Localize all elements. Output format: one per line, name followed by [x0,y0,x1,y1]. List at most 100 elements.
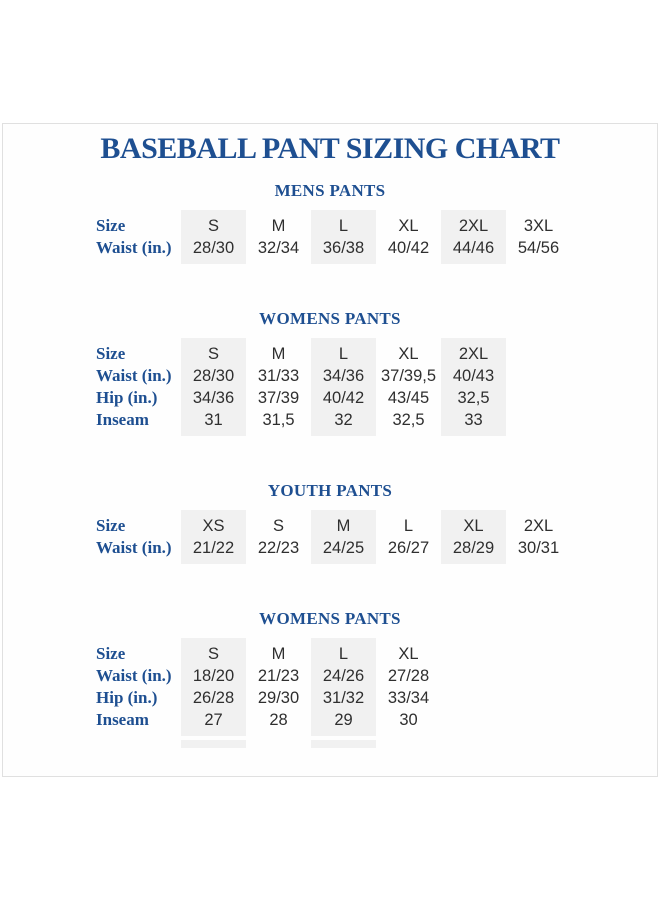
table-row: Waist (in.) 28/30 32/34 36/38 40/42 44/46 54/5… [96,237,571,259]
cell-value: 34/36 [322,367,365,385]
cell-value: L [338,217,349,235]
cell-value: S [207,645,219,663]
column-highlight [311,510,376,564]
row-label: Size [96,216,126,235]
cell-value: 32/34 [257,239,300,257]
cell-value: S [207,345,219,363]
cell-value: 21/22 [192,539,235,557]
sizing-section: MENS PANTS Size S M L XL 2XL 3XL Waist (in.) 28/3… [3,182,657,264]
column-highlight [181,638,246,736]
table-row: Waist (in.) 18/20 21/23 24/26 27/28 [96,665,441,687]
cell-value: 31/33 [257,367,300,385]
sizing-table: Size S M L XL Waist (in.) 18/20 21/23 24/26 27/28… [96,638,441,748]
column-highlight [441,338,506,436]
table-row: Size XS S M L XL 2XL [96,515,571,537]
cell-value: 30 [399,711,418,729]
column-highlight-stub [311,740,376,748]
cell-value: 26/28 [192,689,235,707]
table-row: Waist (in.) 28/30 31/33 34/36 37/39,5 40/43 [96,365,506,387]
cell-value: 29/30 [257,689,300,707]
cell-value: 44/46 [452,239,495,257]
cell-value: 34/36 [192,389,235,407]
sizing-section: YOUTH PANTS Size XS S M L XL 2XL Waist (in.) 21/2… [3,482,657,564]
cell-value: 54/56 [517,239,560,257]
column-highlight [311,638,376,736]
cell-value: XL [398,217,419,235]
sizing-tables: MENS PANTS Size S M L XL 2XL 3XL Waist (in.) 28/3… [3,182,657,748]
column-highlight [181,338,246,436]
content-sheet: BASEBALL PANT SIZING CHART MENS PANTS Siz… [2,123,658,777]
cell-value: 24/25 [322,539,365,557]
cell-value: 40/43 [452,367,495,385]
section-heading: WOMENS PANTS [259,609,401,628]
cell-value: S [207,217,219,235]
table-row: Hip (in.) 34/36 37/39 40/42 43/45 32,5 [96,387,506,409]
cell-value: 2XL [458,217,489,235]
cell-value: 27 [204,711,223,729]
cell-value: 32,5 [392,411,425,429]
cell-value: 43/45 [387,389,430,407]
table-row: Inseam 31 31,5 32 32,5 33 [96,409,506,431]
table-row: Waist (in.) 21/22 22/23 24/25 26/27 28/29 30/3… [96,537,571,559]
cell-value: XL [398,645,419,663]
cell-value: XS [202,517,225,535]
cell-value: M [271,345,286,363]
table-row: Size S M L XL 2XL 3XL [96,215,571,237]
table-row: Size S M L XL [96,643,441,665]
cell-value: 27/28 [387,667,430,685]
cell-value: S [272,517,284,535]
cell-value: 31 [204,411,223,429]
cell-value: 28 [269,711,288,729]
cell-value: L [338,645,349,663]
table-row: Hip (in.) 26/28 29/30 31/32 33/34 [96,687,441,709]
cell-value: M [271,645,286,663]
column-highlight [441,510,506,564]
column-highlight [311,338,376,436]
cell-value: 32 [334,411,353,429]
column-highlight [311,210,376,264]
row-label: Waist (in.) [96,538,172,557]
row-label: Hip (in.) [96,388,158,407]
sizing-section: WOMENS PANTS Size S M L XL Waist (in.) 18/20 21/… [3,609,657,748]
cell-value: 31/32 [322,689,365,707]
row-label: Size [96,644,126,663]
sizing-table: Size XS S M L XL 2XL Waist (in.) 21/22 22/23 24/25… [96,510,571,564]
column-highlight-stub [181,740,246,748]
table-row: Inseam 27 28 29 30 [96,709,441,731]
row-label: Waist (in.) [96,238,172,257]
sizing-table: Size S M L XL 2XL Waist (in.) 28/30 31/33 34/36 37… [96,338,506,436]
cell-value: 32,5 [457,389,490,407]
cell-value: L [338,345,349,363]
cell-value: M [271,217,286,235]
row-label: Hip (in.) [96,688,158,707]
cell-value: 21/23 [257,667,300,685]
cell-value: 37/39 [257,389,300,407]
row-label: Inseam [96,410,149,429]
cell-value: L [403,517,414,535]
section-heading: MENS PANTS [274,181,386,200]
cell-value: 31,5 [262,411,295,429]
cell-value: XL [463,517,484,535]
cell-value: 3XL [523,217,554,235]
cell-value: 33/34 [387,689,430,707]
column-highlight [441,210,506,264]
cell-value: 28/30 [192,367,235,385]
row-label: Size [96,516,126,535]
cell-value: 36/38 [322,239,365,257]
cell-value: 26/27 [387,539,430,557]
cell-value: 2XL [458,345,489,363]
cell-value: 22/23 [257,539,300,557]
page-title: BASEBALL PANT SIZING CHART [100,132,560,165]
cell-value: 2XL [523,517,554,535]
sizing-table: Size S M L XL 2XL 3XL Waist (in.) 28/30 32/34 36/3… [96,210,571,264]
table-row: Size S M L XL 2XL [96,343,506,365]
row-label: Inseam [96,710,149,729]
section-heading: YOUTH PANTS [267,481,393,500]
cell-value: 37/39,5 [380,367,437,385]
section-heading: WOMENS PANTS [259,309,401,328]
column-highlight [181,210,246,264]
row-label: Waist (in.) [96,666,172,685]
cell-value: 28/29 [452,539,495,557]
cell-value: 33 [464,411,483,429]
cell-value: 30/31 [517,539,560,557]
